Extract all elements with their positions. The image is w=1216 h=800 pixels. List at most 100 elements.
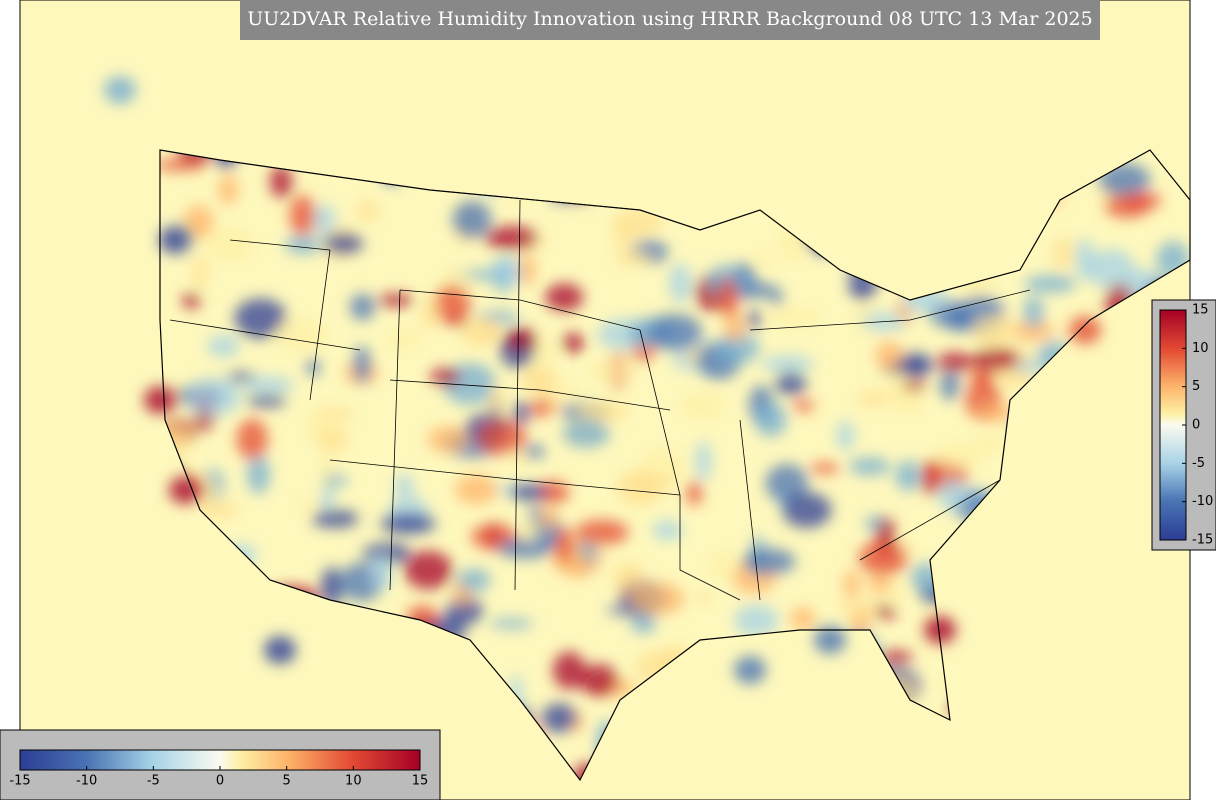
field-blob <box>489 618 534 629</box>
tick-label: 10 <box>345 774 362 789</box>
tick-label: -5 <box>1192 456 1205 471</box>
field-blob <box>612 208 664 236</box>
colorbar-ticks: -15 -10 -5 0 5 10 15 -15 -10 -5 0 5 10 15 <box>9 303 1213 789</box>
field-blob <box>246 394 287 407</box>
field-blob <box>856 390 892 407</box>
field-blob <box>761 355 815 372</box>
field-blob <box>1084 249 1136 288</box>
field-blob <box>892 352 934 377</box>
field-blob <box>394 474 414 498</box>
field-blob <box>970 347 1021 371</box>
field-blob <box>476 420 527 456</box>
tick-label: 0 <box>1192 418 1200 433</box>
field-blob <box>858 540 908 576</box>
field-blob <box>269 165 293 198</box>
field-blob <box>289 195 316 237</box>
field-blob <box>934 443 982 469</box>
ocean-blob <box>814 626 846 654</box>
field-blob <box>652 520 683 541</box>
field-blob <box>628 582 685 615</box>
field-blob <box>588 358 636 384</box>
field-blob <box>380 512 436 535</box>
field-blob <box>404 550 453 590</box>
field-blob <box>770 293 784 306</box>
field-blob <box>377 294 415 307</box>
field-blob <box>328 474 348 486</box>
field-blob <box>945 309 972 332</box>
field-blob <box>320 489 335 511</box>
field-blob <box>836 420 855 451</box>
field-blob <box>242 376 295 394</box>
tick-label: -10 <box>1192 494 1213 509</box>
field-blob <box>970 435 1008 454</box>
field-blob <box>519 253 536 287</box>
field-blob <box>719 277 739 319</box>
field-blob <box>284 235 322 254</box>
field-blob <box>1012 319 1055 342</box>
title-box <box>240 0 1100 40</box>
field-blob <box>460 316 499 347</box>
field-blob <box>195 500 239 519</box>
ocean-blob <box>144 386 176 414</box>
field-blob <box>724 314 746 342</box>
field-blob <box>612 562 645 591</box>
field-blob <box>535 480 570 505</box>
field-blob <box>457 568 491 592</box>
field-blob <box>746 310 762 328</box>
field-blob <box>613 233 634 247</box>
field-blob <box>793 399 815 412</box>
tick-label: 5 <box>283 774 291 789</box>
tick-label: 15 <box>1192 303 1209 318</box>
tick-label: 15 <box>412 774 429 789</box>
field-blob <box>555 382 579 401</box>
field-blob <box>507 452 531 467</box>
field-blob <box>513 400 530 425</box>
field-blob <box>616 469 664 506</box>
field-blob <box>192 255 208 290</box>
field-blob <box>490 381 503 421</box>
colorbar <box>1159 309 1187 541</box>
field-blob <box>349 293 375 321</box>
field-blob <box>696 591 712 603</box>
field-blob <box>206 228 254 263</box>
field-blob <box>298 497 315 512</box>
field-blob <box>1024 275 1077 293</box>
field-blob <box>1075 238 1094 280</box>
field-blob <box>490 257 526 287</box>
field-blob <box>356 199 380 222</box>
field-blob <box>275 318 327 353</box>
field-blob <box>849 457 891 476</box>
field-blob <box>775 371 807 396</box>
field-blob <box>575 519 629 545</box>
field-blob <box>427 426 469 453</box>
field-blob <box>874 605 897 619</box>
field-blob <box>246 454 271 494</box>
field-blob <box>530 398 552 418</box>
field-blob <box>734 604 779 636</box>
field-blob <box>686 480 703 506</box>
field-blob <box>895 460 922 492</box>
field-blob <box>520 370 550 389</box>
map-title: UU2DVAR Relative Humidity Innovation usi… <box>247 8 1092 30</box>
field-blob <box>765 464 809 503</box>
tick-label: -15 <box>9 774 30 789</box>
field-blob <box>668 263 692 304</box>
field-blob <box>311 509 359 528</box>
ocean-blob <box>1069 316 1101 344</box>
tick-label: -5 <box>147 774 160 789</box>
field-blob <box>446 596 483 625</box>
field-blob <box>452 200 492 239</box>
field-blob <box>836 600 885 614</box>
field-blob <box>236 418 268 460</box>
field-blob <box>937 478 968 512</box>
field-blob <box>970 366 994 387</box>
field-blob <box>647 313 703 351</box>
field-blob <box>742 548 796 575</box>
field-blob <box>561 333 585 353</box>
field-blob <box>875 340 903 372</box>
field-blob <box>552 651 586 690</box>
field-blob <box>370 553 392 591</box>
field-blob <box>782 492 832 528</box>
state-borders <box>169 159 1031 601</box>
